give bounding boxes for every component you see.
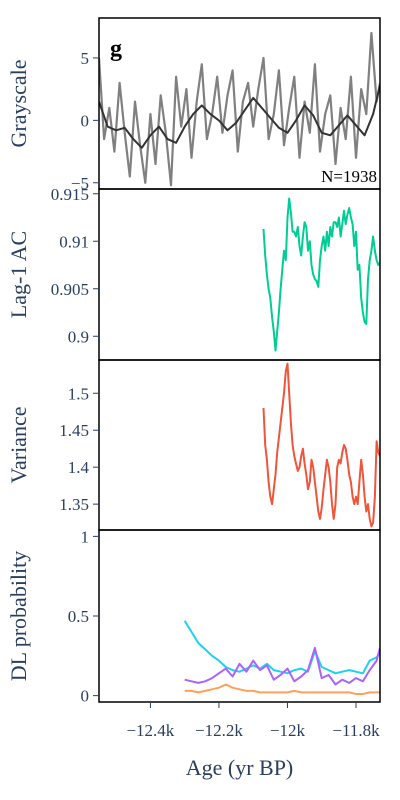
lag1ac-ytick-label: 0.9 [68, 327, 89, 346]
dlprob-ytick-label: 1 [81, 527, 90, 546]
variance-series-0-line [262, 362, 380, 528]
grayscale-frame [98, 17, 381, 190]
dlprob-ytick-label: 0 [81, 687, 90, 706]
dlprob-series-2-line [184, 683, 380, 695]
variance-ytick-label: 1.35 [59, 495, 89, 514]
xtick-label: −12.2k [195, 721, 243, 740]
grayscale-ytick-label: −5 [71, 174, 89, 193]
grayscale-ytick-label: 5 [81, 49, 90, 68]
lag1ac-ylabel: Lag-1 AC [6, 231, 31, 318]
grayscale-series-0-line [99, 31, 380, 187]
variance-ytick-label: 1.5 [68, 384, 89, 403]
grayscale-series-1-line [99, 85, 380, 149]
xlabel: Age (yr BP) [186, 755, 294, 780]
xtick-label: −12k [270, 721, 306, 740]
variance-frame [98, 359, 381, 531]
panel-label: g [110, 36, 122, 62]
variance-ylabel: Variance [6, 407, 31, 484]
dlprob-ytick-label: 0.5 [68, 607, 89, 626]
grayscale-ylabel: Grayscale [6, 60, 31, 148]
dlprob-frame [98, 529, 381, 703]
lag1ac-ytick-label: 0.905 [51, 280, 89, 299]
lag1ac-ytick-label: 0.915 [51, 185, 89, 204]
grayscale-annotation: N=1938 [321, 167, 377, 186]
lag1ac-ytick-label: 0.91 [59, 232, 89, 251]
dlprob-ylabel: DL probability [6, 551, 31, 682]
lag1ac-frame [98, 188, 381, 361]
grayscale-ytick-label: 0 [81, 111, 90, 130]
xtick-label: −11.8k [332, 721, 380, 740]
variance-ytick-label: 1.45 [59, 421, 89, 440]
xtick-label: −12.4k [126, 721, 174, 740]
dlprob-series-1-line [184, 646, 380, 686]
variance-ytick-label: 1.4 [68, 458, 90, 477]
lag1ac-series-0-line [262, 197, 380, 352]
dlprob-series-0-line [183, 620, 380, 675]
